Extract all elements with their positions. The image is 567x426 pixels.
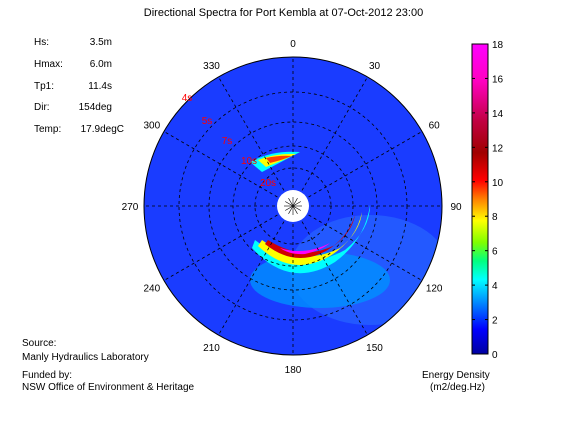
spectrum-disc: [143, 56, 443, 356]
colorbar-tick-label: 14: [492, 109, 504, 120]
center-tick: [292, 201, 301, 207]
center-tick: [292, 198, 298, 207]
stat-label-hmax: Hmax:: [34, 59, 63, 70]
stat-value-temp: 17.9degC: [80, 124, 124, 135]
angle-tick-label: 300: [143, 121, 160, 132]
colorbar-tick-label: 16: [492, 74, 504, 85]
funded-heading: Funded by:: [22, 370, 73, 381]
energy-primary-arc-mid: [258, 212, 362, 265]
angle-tick-label: 240: [143, 284, 160, 295]
chart-title: Directional Spectra for Port Kembla at 0…: [143, 7, 424, 19]
direction-spoke: [163, 131, 278, 198]
angle-tick-label: 210: [203, 343, 220, 354]
colorbar-tick-label: 8: [492, 212, 498, 223]
colorbar-tick-label: 0: [492, 350, 498, 361]
colorbar-tick-label: 12: [492, 143, 504, 154]
center-tick: [285, 201, 294, 207]
colorbar-label: Energy Density: [422, 370, 490, 381]
stat-label-temp: Temp:: [34, 124, 62, 135]
colorbar-gradient: [471, 43, 489, 355]
period-ring-label: 20s: [260, 178, 276, 189]
angle-tick-label: 150: [366, 343, 383, 354]
stat-label-dir: Dir:: [34, 102, 50, 113]
energy-secondary-arc-hot: [266, 155, 292, 163]
source-heading: Source:: [22, 338, 57, 349]
angle-tick-label: 180: [285, 365, 302, 376]
direction-spoke: [218, 76, 285, 191]
stat-label-hs: Hs:: [34, 37, 49, 48]
angle-tick-label: 90: [450, 202, 462, 213]
direction-spoke: [218, 221, 285, 336]
disc-outline: [143, 56, 443, 356]
stat-value-hmax: 6.0m: [89, 59, 112, 70]
stat-value-dir: 154deg: [78, 102, 112, 113]
energy-primary-arc-peak: [280, 243, 330, 255]
center-tick: [288, 205, 294, 214]
direction-spoke: [301, 221, 368, 336]
funder-name: NSW Office of Environment & Heritage: [22, 382, 195, 393]
colorbar-tick-label: 6: [492, 247, 498, 258]
center-tick: [285, 205, 294, 211]
direction-spoke: [308, 131, 423, 198]
direction-spoke: [301, 76, 368, 191]
center-tick: [288, 198, 294, 207]
direction-spoke: [163, 214, 278, 281]
angle-tick-label: 270: [122, 202, 139, 213]
period-ring-label: 7s: [222, 136, 233, 147]
stat-value-tp1: 11.4s: [88, 81, 112, 92]
period-ring-label: 10s: [241, 156, 257, 167]
colorbar-tick-label: 2: [492, 316, 498, 327]
colorbar-ticks: 0 2 4 6 8 10 12 14 16 18: [472, 40, 504, 361]
colorbar-tick-label: 18: [492, 40, 504, 51]
angle-tick-label: 120: [426, 284, 443, 295]
period-ring-label: 5s: [202, 116, 213, 127]
period-ring-label: 4s: [182, 93, 193, 104]
source-name: Manly Hydraulics Laboratory: [22, 352, 149, 363]
colorbar-tick-label: 4: [492, 281, 498, 292]
colorbar-units: (m2/deg.Hz): [430, 382, 486, 393]
angle-tick-label: 60: [429, 121, 441, 132]
angle-tick-labels: 0 30 60 90 120 150 180 210 240 270 300 330: [122, 39, 462, 376]
center-tick: [292, 205, 298, 214]
direction-spokes: [144, 57, 442, 355]
angle-tick-label: 330: [203, 61, 220, 72]
center-tick: [292, 205, 301, 211]
angle-tick-label: 0: [290, 39, 296, 50]
colorbar-tick-label: 10: [492, 178, 504, 189]
stat-value-hs: 3.5m: [89, 37, 112, 48]
direction-spoke: [308, 214, 423, 281]
angle-tick-label: 30: [369, 61, 381, 72]
stat-label-tp1: Tp1:: [34, 81, 55, 92]
